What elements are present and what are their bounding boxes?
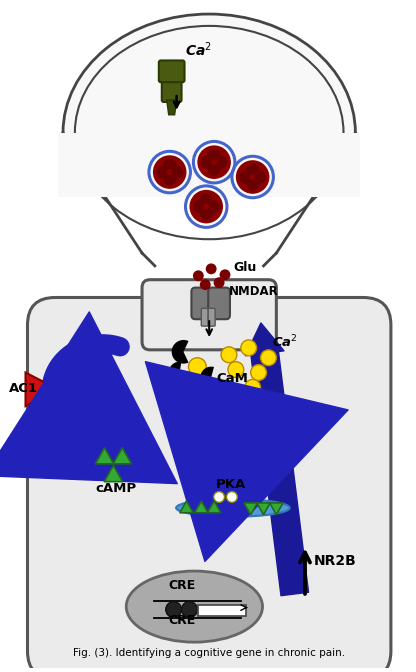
- Circle shape: [214, 491, 225, 503]
- FancyBboxPatch shape: [208, 308, 215, 326]
- Circle shape: [200, 194, 213, 206]
- Polygon shape: [167, 100, 177, 115]
- Circle shape: [221, 347, 237, 363]
- Circle shape: [215, 156, 228, 169]
- Circle shape: [208, 163, 220, 175]
- Circle shape: [200, 279, 210, 290]
- FancyBboxPatch shape: [208, 288, 230, 319]
- Text: PKA: PKA: [216, 478, 246, 491]
- Text: CRE: CRE: [169, 579, 196, 592]
- Circle shape: [214, 278, 225, 288]
- Polygon shape: [113, 448, 131, 464]
- Ellipse shape: [176, 499, 290, 517]
- Circle shape: [193, 270, 204, 281]
- Wedge shape: [172, 340, 188, 364]
- Polygon shape: [180, 501, 193, 513]
- Circle shape: [188, 358, 206, 376]
- Circle shape: [163, 159, 176, 171]
- Circle shape: [211, 159, 217, 165]
- Polygon shape: [195, 501, 208, 513]
- Polygon shape: [244, 503, 258, 515]
- Circle shape: [239, 171, 252, 183]
- Circle shape: [170, 165, 183, 179]
- Polygon shape: [270, 503, 283, 515]
- Ellipse shape: [212, 488, 240, 508]
- FancyBboxPatch shape: [191, 288, 213, 319]
- Circle shape: [163, 173, 176, 185]
- Polygon shape: [104, 466, 123, 482]
- Circle shape: [251, 365, 267, 380]
- Wedge shape: [201, 367, 218, 388]
- Circle shape: [193, 200, 206, 213]
- Circle shape: [253, 171, 266, 183]
- FancyArrowPatch shape: [245, 323, 309, 595]
- Circle shape: [181, 601, 197, 618]
- Bar: [198, 605, 246, 616]
- Circle shape: [200, 207, 213, 220]
- Circle shape: [167, 169, 173, 175]
- Circle shape: [246, 164, 259, 177]
- Circle shape: [207, 200, 220, 213]
- Circle shape: [206, 263, 217, 274]
- Circle shape: [241, 340, 257, 355]
- Circle shape: [250, 174, 255, 180]
- Text: Ca$^{2}$: Ca$^{2}$: [186, 40, 213, 58]
- Circle shape: [220, 269, 230, 280]
- Circle shape: [156, 165, 169, 179]
- Polygon shape: [208, 501, 221, 513]
- Ellipse shape: [126, 571, 262, 642]
- Polygon shape: [25, 372, 58, 406]
- Circle shape: [189, 190, 223, 223]
- Circle shape: [166, 601, 181, 618]
- Text: NR2B: NR2B: [314, 554, 357, 568]
- Polygon shape: [95, 448, 114, 464]
- Circle shape: [208, 149, 220, 162]
- Circle shape: [153, 155, 186, 189]
- Text: NMDAR: NMDAR: [229, 284, 279, 298]
- Circle shape: [260, 350, 276, 366]
- Circle shape: [197, 145, 231, 179]
- Text: Ca$^{2}$: Ca$^{2}$: [272, 333, 298, 350]
- Bar: [58, 132, 360, 197]
- Text: CaM: CaM: [216, 372, 248, 386]
- Circle shape: [203, 204, 209, 210]
- Polygon shape: [257, 503, 270, 515]
- Bar: [150, 365, 268, 394]
- Circle shape: [246, 177, 259, 190]
- Text: cAMP: cAMP: [96, 482, 137, 495]
- Circle shape: [226, 491, 238, 503]
- Ellipse shape: [63, 14, 355, 251]
- Circle shape: [228, 362, 244, 378]
- Circle shape: [201, 156, 214, 169]
- Wedge shape: [169, 362, 186, 384]
- Text: CRE: CRE: [169, 614, 196, 628]
- Text: Glu: Glu: [233, 261, 256, 274]
- Text: AC1: AC1: [9, 382, 38, 395]
- FancyBboxPatch shape: [27, 298, 391, 672]
- FancyBboxPatch shape: [159, 60, 185, 82]
- Circle shape: [236, 160, 270, 194]
- Bar: [58, 132, 360, 256]
- FancyBboxPatch shape: [162, 63, 181, 102]
- FancyBboxPatch shape: [201, 308, 208, 326]
- Circle shape: [245, 380, 260, 395]
- Text: Fig. (3). Identifying a cognitive gene in chronic pain.: Fig. (3). Identifying a cognitive gene i…: [73, 648, 345, 658]
- FancyBboxPatch shape: [142, 280, 276, 350]
